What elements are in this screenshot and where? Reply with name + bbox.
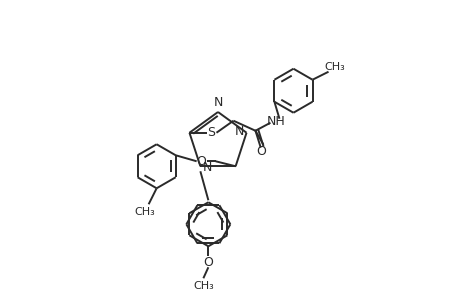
Text: CH₃: CH₃: [134, 207, 155, 217]
Text: O: O: [203, 256, 213, 269]
Text: NH: NH: [267, 115, 285, 128]
Text: CH₃: CH₃: [324, 62, 344, 72]
Text: N: N: [235, 125, 244, 138]
Text: N: N: [213, 96, 222, 109]
Text: CH₃: CH₃: [193, 281, 213, 291]
Text: S: S: [207, 126, 215, 139]
Text: N: N: [202, 161, 211, 174]
Text: O: O: [196, 155, 206, 168]
Text: O: O: [256, 145, 266, 158]
